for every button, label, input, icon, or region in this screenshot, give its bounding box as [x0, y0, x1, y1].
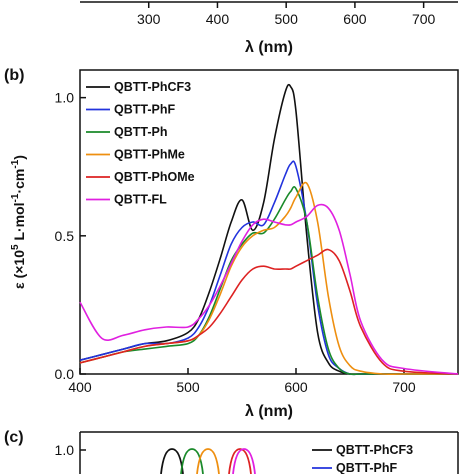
panel-c-peak-1: [180, 448, 204, 474]
panel-c-peak-3: [228, 448, 252, 474]
legend-label-qbtt-ph: QBTT-Ph: [114, 125, 167, 139]
top-x-tick-label: 700: [412, 11, 436, 27]
panel-b-x-label: λ (nm): [245, 403, 293, 420]
b-x-tick-label: 700: [392, 379, 416, 395]
b-y-tick-label: 0.0: [55, 366, 75, 382]
top-x-tick-label: 300: [137, 11, 161, 27]
panel-c-label: (c): [4, 429, 24, 446]
panel-b-label: (b): [4, 67, 24, 84]
panel-b-frame: [79, 69, 459, 375]
legend-label-qbtt-phome: QBTT-PhOMe: [114, 170, 195, 184]
series-line-qbtt-fl: [79, 203, 459, 375]
panel-b-y-label: ε (×105 L·mol-1·cm-1): [10, 155, 27, 289]
panel-c-peak-2: [196, 448, 220, 474]
top-x-tick-label: 600: [343, 11, 367, 27]
panel-c-curves: [160, 448, 256, 474]
top-x-tick-label: 500: [275, 11, 299, 27]
top-panel: 300 400 500 600 700 λ (nm): [80, 1, 458, 56]
legend-label-qbtt-fl: QBTT-FL: [114, 193, 167, 207]
legend-label-qbtt-phcf3: QBTT-PhCF3: [114, 80, 191, 94]
panel-b-ticks: 400 500 600 700 0.0 0.5 1.0: [55, 90, 416, 395]
panel-c-peak-4: [232, 448, 256, 474]
series-line-qbtt-phome: [79, 248, 459, 375]
top-panel-x-ticks: 300 400 500 600 700: [137, 2, 436, 27]
panel-c-legend: QBTT-PhCF3 QBTT-PhF: [312, 443, 413, 474]
panel-b-curves: [79, 83, 459, 376]
panel-c-legend-label-qbtt-phf: QBTT-PhF: [336, 461, 397, 474]
b-x-tick-label: 400: [68, 379, 92, 395]
b-y-tick-label: 0.5: [55, 228, 75, 244]
legend-label-qbtt-phf: QBTT-PhF: [114, 103, 175, 117]
top-x-tick-label: 400: [206, 11, 230, 27]
series-line-qbtt-ph: [79, 186, 459, 376]
panel-c: (c) 1.0 QBTT-PhCF3 QBTT-PhF: [4, 429, 459, 474]
top-panel-x-label: λ (nm): [245, 39, 293, 56]
b-x-tick-label: 500: [176, 379, 200, 395]
b-y-tick-label: 1.0: [55, 90, 75, 106]
panel-c-legend-label-qbtt-phcf3: QBTT-PhCF3: [336, 443, 413, 457]
panel-c-y-tick-label: 1.0: [55, 442, 75, 458]
panel-c-peak-0: [160, 448, 184, 474]
legend-label-qbtt-phme: QBTT-PhMe: [114, 148, 185, 162]
panel-b-legend: QBTT-PhCF3 QBTT-PhF QBTT-Ph QBTT-PhMe QBTT-P…: [86, 80, 195, 207]
b-x-tick-label: 600: [284, 379, 308, 395]
